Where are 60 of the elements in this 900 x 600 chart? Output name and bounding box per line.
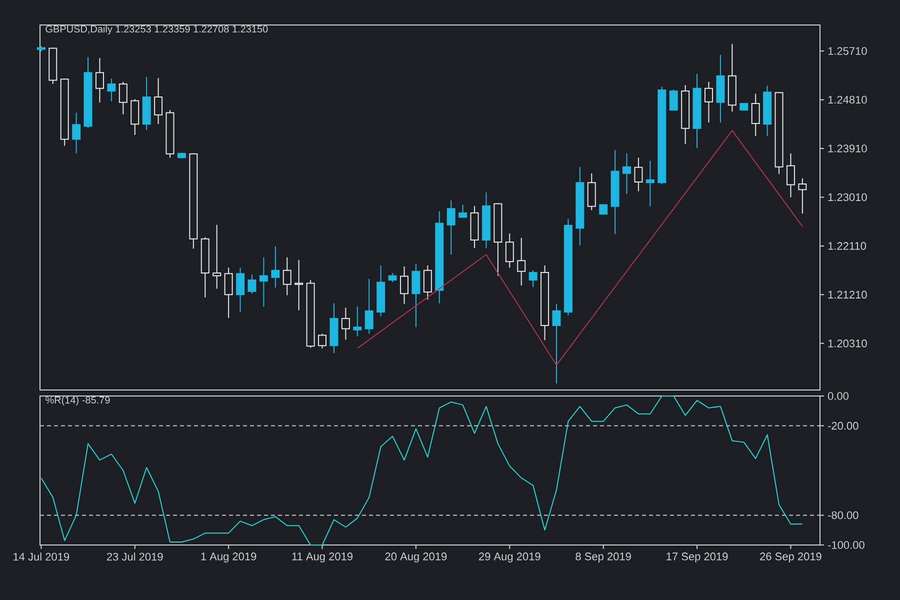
candlestick [154, 78, 163, 125]
chart-title: %R(14) -85.79 [46, 396, 110, 406]
candlestick [107, 78, 116, 102]
y-tick-label: -80.00 [828, 511, 858, 520]
y-tick-label: 1.23010 [828, 193, 867, 202]
y-tick-label: -100.00 [828, 541, 864, 549]
candlestick [412, 263, 420, 328]
candlestick [353, 306, 362, 337]
x-tick-label: 26 Sep 2019 [760, 552, 822, 562]
x-tick-label: 14 Jul 2019 [14, 552, 70, 561]
candlestick [528, 270, 538, 288]
candlestick [622, 152, 632, 194]
x-tick-label: 17 Sep 2019 [666, 552, 728, 562]
candlestick [212, 224, 222, 290]
candlestick [704, 81, 713, 123]
candlestick [130, 98, 140, 136]
candlestick [364, 278, 374, 334]
x-tick-label: 11 Aug 2019 [292, 552, 353, 562]
candlestick [95, 58, 104, 103]
candlestick [248, 274, 256, 294]
candlestick [634, 157, 643, 192]
line-series [356, 130, 803, 366]
y-tick-label: 1.21210 [828, 290, 867, 299]
candlestick [517, 237, 526, 286]
candlestick [646, 160, 654, 207]
y-tick-label: 1.25710 [828, 47, 867, 55]
candlestick [72, 112, 81, 154]
candlestick [751, 93, 760, 137]
candlestick [423, 264, 432, 300]
y-tick-label: 1.22110 [828, 242, 866, 250]
candlestick [798, 178, 807, 214]
y-tick-label: -20.00 [828, 422, 858, 430]
candlestick [400, 266, 408, 304]
candlestick [236, 267, 245, 313]
candlestick [271, 246, 280, 288]
candlestick [505, 232, 514, 268]
x-tick-label: 8 Sep 2019 [576, 552, 631, 562]
candlestick [388, 272, 397, 283]
y-tick-label: 1.24810 [828, 96, 867, 104]
candlestick [118, 81, 128, 115]
y-tick-label: 0.00 [828, 392, 849, 400]
candlestick [282, 256, 292, 296]
y-tick-label: 1.20310 [828, 340, 867, 348]
candlestick [341, 307, 350, 340]
candlestick [786, 152, 795, 198]
candlestick [587, 172, 596, 211]
chart-title: GBPUSD,Daily 1.23253 1.23359 1.22708 1.23150 [46, 25, 268, 35]
candlestick [294, 260, 304, 311]
x-tick-label: 20 Aug 2019 [385, 552, 447, 562]
candlestick [552, 303, 561, 384]
x-tick-label: 1 Aug 2019 [201, 552, 256, 562]
candlestick [259, 256, 268, 308]
x-tick-label: 29 Aug 2019 [479, 552, 540, 562]
candlestick [669, 88, 678, 111]
y-tick-label: 1.23910 [828, 144, 867, 152]
candlestick [224, 267, 233, 318]
candlestick [446, 200, 456, 256]
candlestick [458, 204, 468, 218]
candlestick [318, 333, 326, 349]
x-tick-label: 23 Jul 2019 [106, 552, 163, 561]
